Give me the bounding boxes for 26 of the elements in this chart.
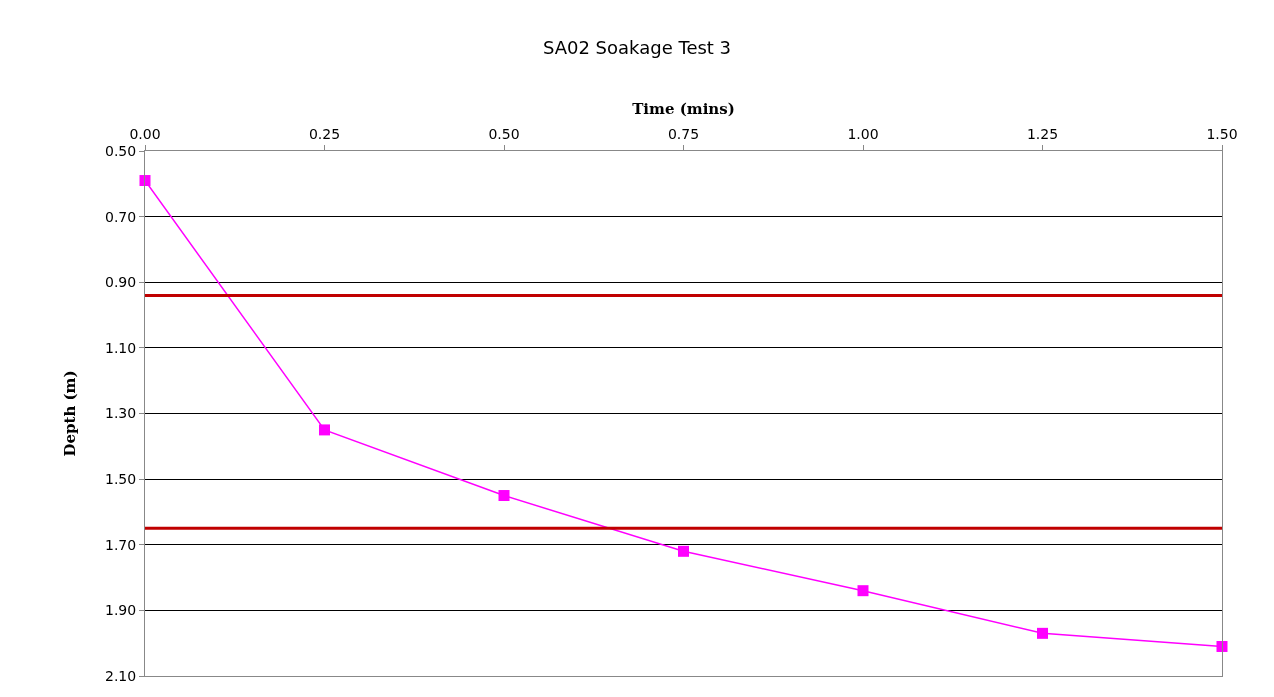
point xyxy=(498,490,510,502)
y-tick-label: 1.90 xyxy=(105,602,137,619)
chart-title: SA02 Soakage Test 3 xyxy=(542,37,732,59)
x-tick-label: 0.50 xyxy=(488,126,520,143)
x-tick-label: 0.00 xyxy=(129,126,161,143)
x-tick-label: 1.50 xyxy=(1206,126,1238,143)
point xyxy=(1216,640,1228,652)
y-tick-label: 1.30 xyxy=(105,405,137,422)
point xyxy=(319,424,330,436)
x-tick-label: 1.00 xyxy=(847,126,879,143)
x-tick-label: 0.25 xyxy=(308,126,341,143)
y-tick-label: 0.50 xyxy=(105,142,137,159)
point xyxy=(678,545,689,557)
y-tick-label: 0.90 xyxy=(105,274,137,291)
y-tick-label: 1.10 xyxy=(105,339,137,356)
y-axis-title: Depth (m) xyxy=(61,370,80,457)
y-tick-label: 2.10 xyxy=(105,667,137,684)
x-axis-title: Time (mins) xyxy=(632,99,735,118)
y-tick-label: 0.70 xyxy=(105,208,137,225)
point xyxy=(857,585,869,597)
point xyxy=(1037,627,1048,639)
y-tick-label: 1.70 xyxy=(105,536,137,553)
x-tick-label: 0.75 xyxy=(667,126,700,143)
x-tick-label: 1.25 xyxy=(1026,126,1059,143)
y-tick-label: 1.50 xyxy=(105,471,137,488)
point xyxy=(139,175,151,187)
